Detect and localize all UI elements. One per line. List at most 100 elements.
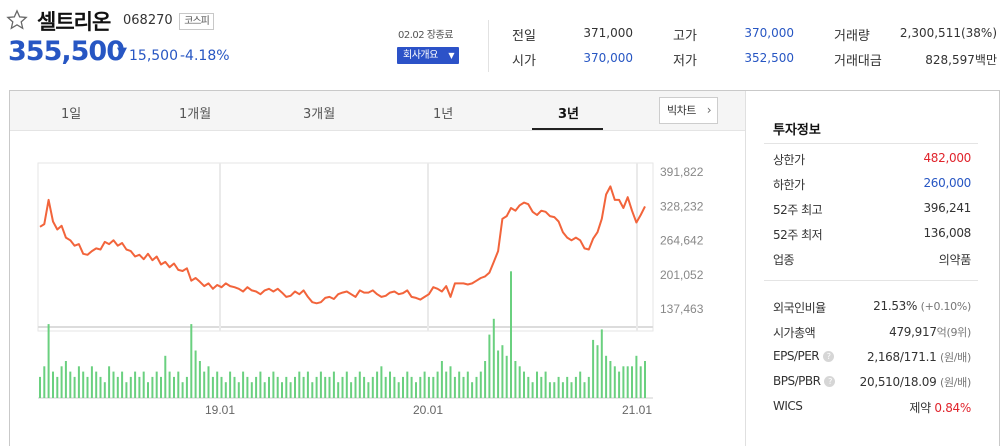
- tab-3years[interactable]: 3년: [558, 107, 580, 122]
- volume-bar: [557, 376, 560, 398]
- company-overview-button[interactable]: 회사개요 ▼: [397, 47, 459, 64]
- stock-code: 068270: [123, 13, 173, 28]
- x-tick-label: 20.01: [413, 403, 443, 417]
- volume-bar: [605, 355, 608, 398]
- volume-bar: [332, 371, 335, 398]
- volume-bar: [203, 371, 206, 398]
- volume-bar: [99, 376, 102, 398]
- volume-bar: [492, 318, 495, 398]
- volume-bar: [453, 376, 456, 398]
- wics-label: WICS: [773, 399, 803, 413]
- volume-bar: [259, 371, 262, 398]
- volume-bar: [194, 350, 197, 398]
- volume-bar: [570, 382, 573, 398]
- volume-bar: [69, 371, 72, 398]
- volume-bar: [233, 376, 236, 398]
- help-icon[interactable]: ?: [823, 351, 835, 362]
- volume-bar: [518, 366, 521, 398]
- market-badge: 코스피: [179, 13, 214, 30]
- industry-link[interactable]: 의약품: [938, 253, 972, 267]
- volume-bar: [626, 366, 629, 398]
- volume-bar: [510, 271, 512, 398]
- volume-bar: [103, 382, 106, 398]
- volume-bar: [644, 361, 646, 398]
- wics-value[interactable]: 제약 0.84%: [909, 399, 971, 416]
- week52-low-label: 52주 최저: [773, 228, 823, 242]
- volume-bar: [116, 376, 119, 398]
- eps-per-unit: (원/배): [939, 351, 971, 364]
- volume-bar: [371, 376, 374, 398]
- volume-bar: [272, 371, 275, 398]
- volume-bar: [328, 376, 331, 398]
- volume-bar: [579, 371, 582, 398]
- x-tick-label: 19.01: [205, 403, 235, 417]
- volume-bar: [376, 371, 379, 398]
- volume-bar: [458, 371, 461, 398]
- volume-bar: [211, 376, 214, 398]
- big-chart-button[interactable]: 빅차트 ›: [659, 97, 718, 124]
- volume-bar: [345, 371, 348, 398]
- volume-bar: [43, 366, 46, 398]
- volume-bar: [544, 371, 547, 398]
- volume-bar: [341, 376, 344, 398]
- market-cap-value: 479,917억(9위): [889, 324, 971, 340]
- down-arrow-icon: ▼: [117, 45, 127, 60]
- volume-bar: [181, 382, 184, 398]
- market-date-status: 02.02 장종료: [398, 30, 453, 41]
- volume-bar: [531, 382, 534, 398]
- y-tick-label: 328,232: [660, 199, 704, 213]
- volume-bar: [600, 329, 603, 398]
- volume-bar: [471, 382, 474, 398]
- tab-3months[interactable]: 3개월: [303, 107, 336, 122]
- volume-bar: [423, 371, 426, 398]
- volume-bar: [635, 355, 638, 398]
- volume-bar: [242, 371, 245, 398]
- foreign-ratio-change: (+0.10%): [920, 300, 972, 313]
- price-line: [39, 185, 646, 305]
- help-icon[interactable]: ?: [824, 376, 836, 387]
- volume-bar: [484, 361, 487, 398]
- eps-per-label: EPS/PER?: [773, 349, 835, 363]
- volume-bar: [294, 376, 296, 398]
- volume-bar: [112, 371, 115, 398]
- favorite-star-icon[interactable]: [6, 9, 28, 31]
- industry-label: 업종: [773, 253, 795, 267]
- header-divider: [488, 20, 489, 72]
- market-cap: 479,917: [889, 325, 937, 339]
- upper-limit-value: 482,000: [923, 151, 971, 165]
- volume-bar: [553, 382, 556, 398]
- volume-bar: [440, 361, 443, 398]
- volume-bar: [639, 366, 642, 398]
- active-tab-indicator: [532, 128, 603, 130]
- tab-1year[interactable]: 1년: [433, 107, 454, 122]
- y-tick-label: 264,642: [660, 234, 704, 248]
- price-change: 15,500: [129, 48, 178, 64]
- y-tick-label: 137,463: [660, 302, 704, 316]
- volume-bar: [445, 371, 448, 398]
- volume-bar: [125, 382, 128, 398]
- week52-low-value: 136,008: [923, 226, 971, 240]
- volume-bar: [306, 371, 309, 398]
- volume-bar: [311, 382, 314, 398]
- volume-bar: [479, 371, 482, 398]
- prev-close-label: 전일: [512, 29, 536, 44]
- volume-bar: [358, 371, 361, 398]
- bps-pbr-label: BPS/PBR?: [773, 374, 836, 388]
- y-tick-label: 391,822: [660, 165, 704, 179]
- volume-bar: [488, 334, 491, 398]
- week52-high-value: 396,241: [923, 201, 971, 215]
- open-value: 370,000: [583, 51, 633, 65]
- volume-bar: [95, 371, 98, 398]
- tab-1day[interactable]: 1일: [61, 107, 82, 122]
- volume-bar: [462, 376, 465, 398]
- volume-bar: [583, 382, 586, 398]
- price-chart[interactable]: 391,822 328,232 264,642 201,052 137,463 19.01…: [10, 131, 745, 446]
- big-chart-label: 빅차트: [667, 104, 696, 117]
- market-cap-unit: 억(9위): [936, 326, 972, 339]
- volume-bar: [449, 366, 452, 398]
- volume-bar: [90, 366, 93, 398]
- volume-bar: [263, 382, 266, 398]
- tab-1month[interactable]: 1개월: [179, 107, 212, 122]
- volume-bar: [548, 382, 551, 398]
- volume-bar: [566, 376, 569, 398]
